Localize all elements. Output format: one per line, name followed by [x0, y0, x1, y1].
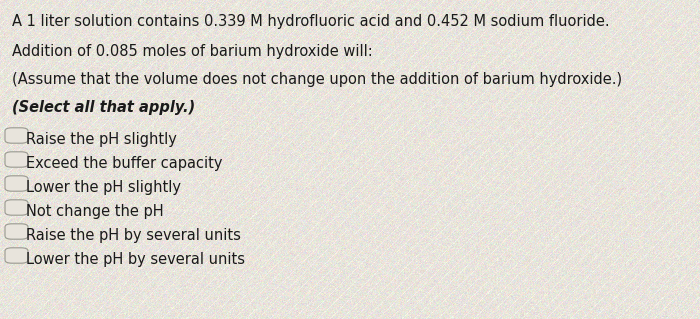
Text: (Assume that the volume does not change upon the addition of barium hydroxide.): (Assume that the volume does not change …: [12, 72, 622, 87]
Text: Raise the pH by several units: Raise the pH by several units: [26, 228, 241, 243]
Text: Raise the pH slightly: Raise the pH slightly: [26, 132, 177, 147]
Text: (Select all that apply.): (Select all that apply.): [12, 100, 195, 115]
Text: Lower the pH slightly: Lower the pH slightly: [26, 180, 181, 195]
Text: Addition of 0.085 moles of barium hydroxide will:: Addition of 0.085 moles of barium hydrox…: [12, 44, 372, 59]
Text: Not change the pH: Not change the pH: [26, 204, 164, 219]
Text: Lower the pH by several units: Lower the pH by several units: [26, 252, 245, 267]
Text: Exceed the buffer capacity: Exceed the buffer capacity: [26, 156, 223, 171]
Text: A 1 liter solution contains 0.339 M hydrofluoric acid and 0.452 M sodium fluorid: A 1 liter solution contains 0.339 M hydr…: [12, 14, 610, 29]
